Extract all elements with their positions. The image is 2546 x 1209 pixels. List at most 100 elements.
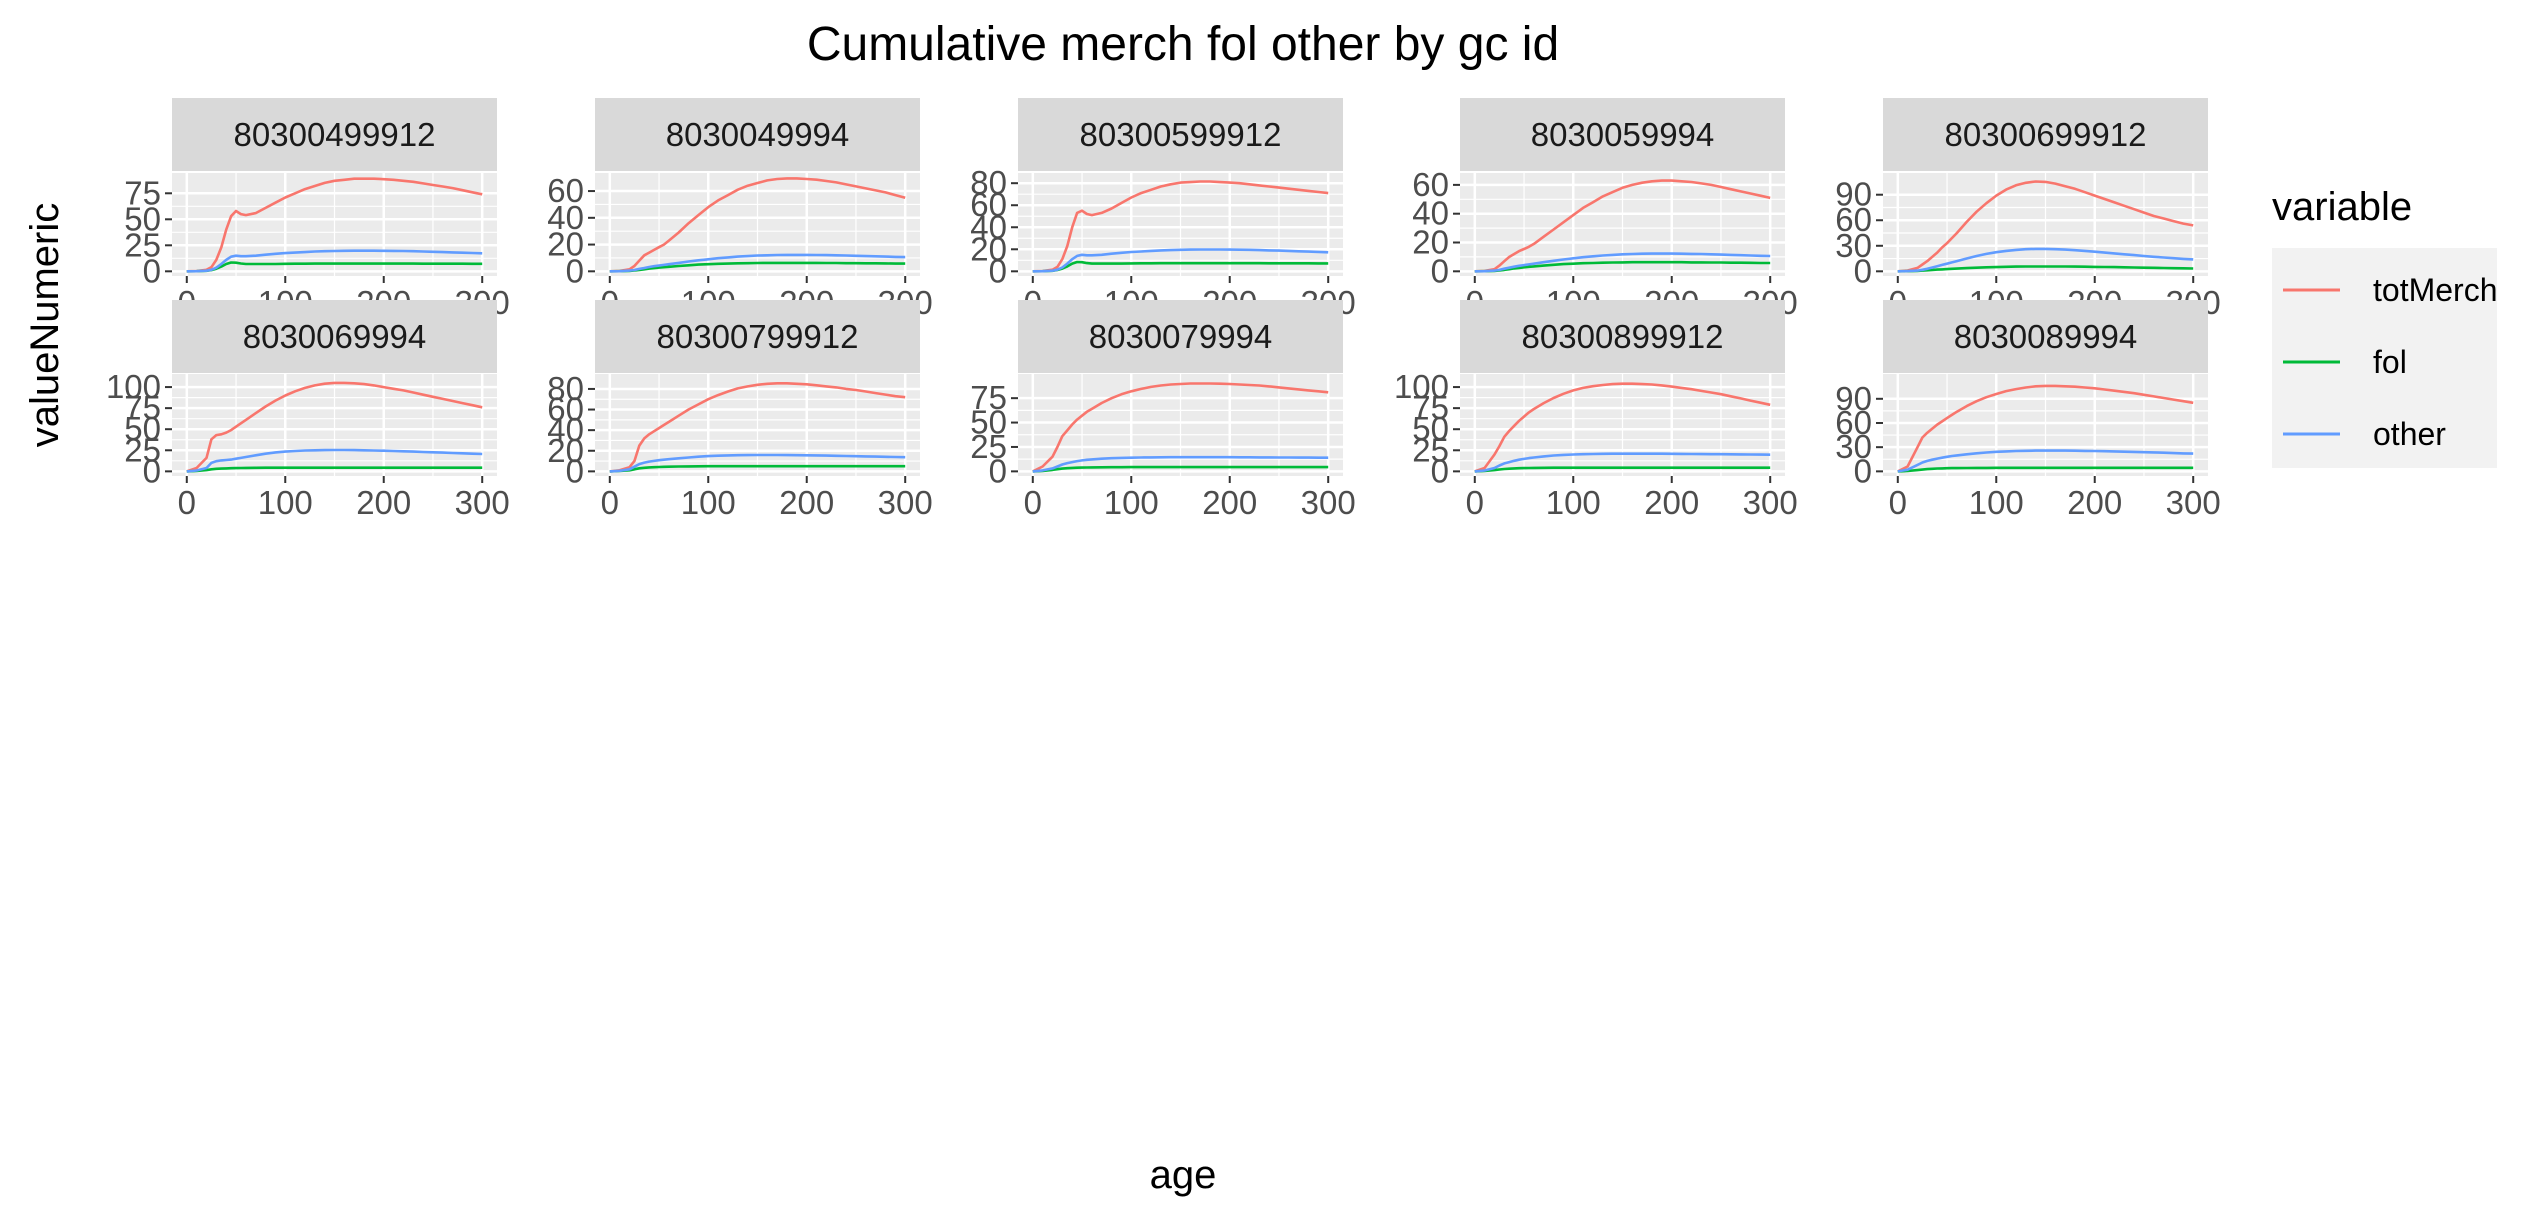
y-tick-label: 50 xyxy=(1412,410,1449,447)
series-line-fol xyxy=(186,466,483,473)
series-line-other xyxy=(186,249,483,273)
series-line-fol xyxy=(1474,466,1771,473)
x-tick-label: 100 xyxy=(258,484,313,521)
series-line-fol xyxy=(1897,466,2194,473)
facet-strip-label: 80300699912 xyxy=(1945,116,2147,153)
y-tick-label: 0 xyxy=(1431,452,1449,489)
x-tick-label: 200 xyxy=(356,484,411,521)
facet-strip-label: 80300499912 xyxy=(234,116,436,153)
series-line-fol xyxy=(186,261,483,273)
series-line-totMerch xyxy=(1032,382,1329,473)
facet-panel: 8030069991201002003000306090 xyxy=(1835,98,2221,321)
series-line-totMerch xyxy=(186,381,483,473)
x-tick-label: 0 xyxy=(601,484,619,521)
facet-strip xyxy=(1460,98,1785,171)
series-line-totMerch xyxy=(1032,180,1329,273)
series-line-totMerch xyxy=(1897,384,2194,473)
y-tick-label: 0 xyxy=(566,252,584,289)
x-tick-label: 300 xyxy=(1301,484,1356,521)
y-tick-label: 40 xyxy=(547,411,584,448)
y-tick-label: 75 xyxy=(970,379,1007,416)
series-line-other xyxy=(186,448,483,473)
series-line-totMerch xyxy=(1897,180,2194,273)
series-line-totMerch xyxy=(1474,179,1771,273)
series-line-fol xyxy=(1032,465,1329,473)
series-line-other xyxy=(609,253,906,273)
x-tick-label: 0 xyxy=(1889,484,1907,521)
y-tick-label: 40 xyxy=(1412,195,1449,232)
series-line-other xyxy=(1032,248,1329,273)
y-tick-label: 30 xyxy=(1835,227,1872,264)
x-tick-label: 100 xyxy=(681,484,736,521)
y-tick-label: 40 xyxy=(970,208,1007,245)
y-tick-label: 0 xyxy=(143,252,161,289)
series-line-other xyxy=(1897,247,2194,273)
y-tick-label: 100 xyxy=(1394,368,1449,405)
x-tick-label: 300 xyxy=(878,484,933,521)
y-tick-label: 80 xyxy=(970,164,1007,201)
y-tick-label: 0 xyxy=(1854,452,1872,489)
series-line-other xyxy=(1032,455,1329,473)
y-tick-label: 60 xyxy=(547,391,584,428)
legend-label: other xyxy=(2373,416,2446,452)
facet-strip xyxy=(172,300,497,373)
facet-strip xyxy=(172,98,497,171)
y-tick-label: 0 xyxy=(1854,252,1872,289)
y-tick-label: 75 xyxy=(1412,389,1449,426)
x-tick-label: 200 xyxy=(779,484,834,521)
x-tick-label: 100 xyxy=(1969,484,2024,521)
y-tick-label: 80 xyxy=(547,370,584,407)
x-tick-label: 200 xyxy=(2067,484,2122,521)
facet-panel: 8030049991201002003000255075 xyxy=(124,98,510,321)
x-tick-label: 300 xyxy=(1743,484,1798,521)
y-tick-label: 25 xyxy=(970,428,1007,465)
series-line-other xyxy=(1474,452,1771,473)
x-tick-label: 300 xyxy=(2166,484,2221,521)
series-line-totMerch xyxy=(609,177,906,273)
y-tick-label: 30 xyxy=(1835,428,1872,465)
facet-strip xyxy=(1883,98,2208,171)
series-line-other xyxy=(609,453,906,473)
y-tick-label: 75 xyxy=(124,174,161,211)
y-tick-label: 60 xyxy=(1412,166,1449,203)
x-axis-title: age xyxy=(1150,1153,1217,1197)
y-tick-label: 50 xyxy=(970,404,1007,441)
legend-item: fol xyxy=(2283,344,2407,380)
x-tick-label: 100 xyxy=(1104,484,1159,521)
y-tick-label: 25 xyxy=(1412,431,1449,468)
facet-strip-label: 80300899912 xyxy=(1522,318,1724,355)
y-tick-label: 50 xyxy=(124,200,161,237)
facet-strip xyxy=(1883,300,2208,373)
facet-strip-label: 8030059994 xyxy=(1531,116,1715,153)
legend-title: variable xyxy=(2272,185,2412,229)
y-tick-label: 20 xyxy=(970,230,1007,267)
y-tick-label: 20 xyxy=(1412,224,1449,261)
y-tick-label: 90 xyxy=(1835,176,1872,213)
y-tick-label: 60 xyxy=(1835,404,1872,441)
series-line-fol xyxy=(1474,260,1771,273)
legend-label: fol xyxy=(2373,344,2407,380)
series-line-fol xyxy=(609,261,906,273)
facet-strip-label: 80300799912 xyxy=(657,318,859,355)
facet-strip-label: 8030069994 xyxy=(243,318,427,355)
series-line-other xyxy=(1474,252,1771,273)
facet-panels: 8030049991201002003000255075803004999401… xyxy=(106,98,2221,521)
y-tick-label: 50 xyxy=(124,410,161,447)
facet-strip xyxy=(1018,300,1343,373)
facet-strip-label: 80300599912 xyxy=(1080,116,1282,153)
y-tick-label: 60 xyxy=(970,186,1007,223)
facet-strip-label: 8030079994 xyxy=(1089,318,1273,355)
x-tick-label: 0 xyxy=(178,484,196,521)
legend-label: totMerch xyxy=(2373,272,2497,308)
facet-strip xyxy=(595,300,920,373)
series-line-fol xyxy=(609,464,906,473)
y-tick-label: 0 xyxy=(143,452,161,489)
y-axis-title: valueNumeric xyxy=(23,203,67,448)
x-tick-label: 0 xyxy=(1466,484,1484,521)
